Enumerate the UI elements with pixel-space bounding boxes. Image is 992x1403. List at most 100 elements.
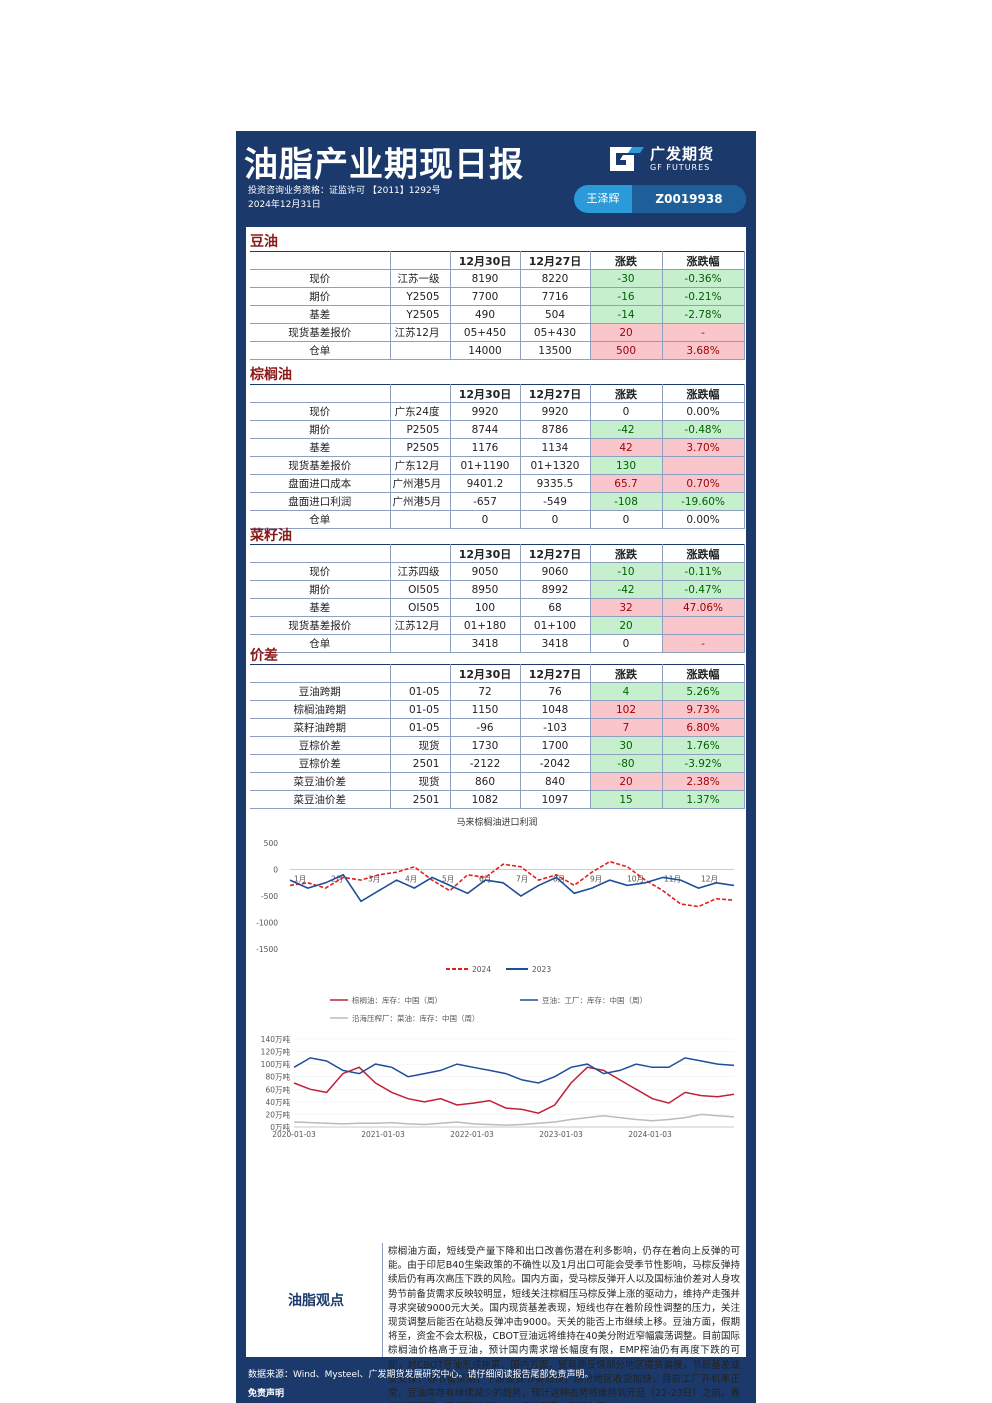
table-cell: 76 — [520, 682, 591, 701]
table-cell: Y2505 — [390, 305, 451, 324]
header-cell: 12月30日 — [450, 544, 521, 563]
table-row: 现货基差报价 江苏12月 01+180 01+100 20 — [250, 616, 745, 635]
table-row: 期价 Y2505 7700 7716 -16 -0.21% — [250, 287, 745, 306]
header-cell: 12月30日 — [450, 251, 521, 270]
row-label: 仓单 — [250, 341, 391, 360]
table-cell: 65.7 — [590, 474, 663, 493]
header-cell: 12月27日 — [520, 544, 591, 563]
x-tick-label: 1月 — [294, 875, 306, 884]
table-cell: 2.38% — [662, 772, 745, 791]
x-tick-label: 2020-01-03 — [272, 1130, 316, 1139]
table-row: 期价 P2505 8744 8786 -42 -0.48% — [250, 420, 745, 439]
table-cell: OI505 — [390, 580, 451, 599]
row-label: 现货基差报价 — [250, 323, 391, 342]
header-cell: 涨跌 — [590, 544, 663, 563]
header-cell: 涨跌幅 — [662, 251, 745, 270]
company-logo: 广发期货 GF FUTURES — [606, 143, 746, 177]
table-cell: 504 — [520, 305, 591, 324]
report-title: 油脂产业期现日报 — [244, 145, 524, 185]
table-cell: -14 — [590, 305, 663, 324]
table-cell: 江苏12月 — [390, 616, 451, 635]
row-label: 基差 — [250, 438, 391, 457]
table-cell: -96 — [450, 718, 521, 737]
row-label: 现货基差报价 — [250, 616, 391, 635]
table-cell: 1150 — [450, 700, 521, 719]
table-cell: 9060 — [520, 562, 591, 581]
table-cell: 2501 — [390, 790, 451, 809]
table-cell: 30 — [590, 736, 663, 755]
section-title-palm: 棕榈油 — [250, 367, 292, 383]
section-title-rape: 菜籽油 — [250, 528, 292, 544]
header-cell: 12月27日 — [520, 251, 591, 270]
series-line-2023 — [289, 873, 735, 903]
table-cell: 3.70% — [662, 438, 745, 457]
table-row: 现货基差报价 江苏12月 05+450 05+430 20- — [250, 323, 745, 342]
table-cell: 72 — [450, 682, 521, 701]
table-cell: -16 — [590, 287, 663, 306]
table-cell: 2501 — [390, 754, 451, 773]
table-row: 期价 OI505 8950 8992 -42 -0.47% — [250, 580, 745, 599]
row-label: 期价 — [250, 420, 391, 439]
view-text: 棕榈油方面，短线受产量下降和出口改善伤潜在利多影响，仍存在着向上反弹的可能。由于… — [388, 1246, 740, 1403]
table-cell: 江苏一级 — [390, 269, 451, 288]
section-title-spread: 价差 — [250, 648, 278, 664]
table-cell: -108 — [590, 492, 663, 511]
spread-table: 12月30日 12月27日 涨跌 涨跌幅 豆油跨期 01-05 72 76 4 5.26% 棕榈油跨… — [250, 664, 745, 809]
legend-label: 棕榈油：库存：中国（周） — [352, 995, 442, 1005]
data-source: 数据来源：Wind、Mysteel、广发期货发展研究中心。请仔细阅读报告尾部免责… — [248, 1370, 594, 1380]
header-cell — [250, 544, 391, 563]
y-tick-label: 140万吨 — [261, 1034, 291, 1044]
table-cell: OI505 — [390, 598, 451, 617]
table-header: 12月30日 12月27日 涨跌 涨跌幅 — [250, 251, 745, 270]
table-cell: 江苏12月 — [390, 323, 451, 342]
header-cell: 12月30日 — [450, 384, 521, 403]
author-name: 王泽辉 — [586, 192, 620, 205]
table-cell: 0 — [450, 510, 521, 529]
y-tick-label: 60万吨 — [265, 1084, 290, 1094]
table-cell: 广州港5月 — [390, 492, 451, 511]
table-cell: 0.00% — [662, 510, 745, 529]
header-cell — [250, 251, 391, 270]
y-tick-label: 500 — [264, 839, 279, 848]
y-tick-label: 80万吨 — [265, 1072, 290, 1082]
table-cell: -2042 — [520, 754, 591, 773]
table-row: 菜豆油价差 2501 1082 1097 15 1.37% — [250, 790, 745, 809]
table-cell: -0.48% — [662, 420, 745, 439]
table-cell: 7716 — [520, 287, 591, 306]
table-cell: 8744 — [450, 420, 521, 439]
inventory-chart: 棕榈油：库存：中国（周） 豆油：工厂：库存：中国（周） 沿海压榨厂：菜油：库存：中国… — [250, 987, 744, 1239]
table-cell: 4 — [590, 682, 663, 701]
table-cell: -19.60% — [662, 492, 745, 511]
report-date: 2024年12月31日 — [248, 200, 321, 210]
table-row: 基差 P2505 1176 1134 42 3.70% — [250, 438, 745, 457]
table-cell: 15 — [590, 790, 663, 809]
table-cell: 1082 — [450, 790, 521, 809]
table-cell: 0 — [590, 634, 663, 653]
table-cell — [662, 456, 745, 475]
header-cell: 涨跌 — [590, 664, 663, 683]
gf-logo-icon — [610, 147, 644, 171]
license-text: 投资咨询业务资格：证监许可 【2011】1292号 — [248, 186, 441, 196]
table-cell: 01-05 — [390, 700, 451, 719]
table-cell: 1134 — [520, 438, 591, 457]
table-cell — [390, 634, 451, 653]
series-line-2024 — [289, 860, 735, 908]
table-cell: 8992 — [520, 580, 591, 599]
table-cell: 860 — [450, 772, 521, 791]
table-cell: -657 — [450, 492, 521, 511]
header-cell — [390, 384, 451, 403]
x-tick-label: 7月 — [516, 875, 528, 884]
x-tick-label: 2024-01-03 — [628, 1130, 672, 1139]
table-cell: 01+1190 — [450, 456, 521, 475]
table-cell: 1.76% — [662, 736, 745, 755]
table-cell: 01-05 — [390, 718, 451, 737]
report-page: 油脂产业期现日报 广发期货 GF FUTURES 投资咨询业务资格：证监许可 【… — [236, 131, 756, 1403]
row-label: 仓单 — [250, 510, 391, 529]
y-tick-label: 0 — [273, 866, 278, 875]
table-row: 现价 江苏四级 9050 9060 -10 -0.11% — [250, 562, 745, 581]
report-header: 油脂产业期现日报 广发期货 GF FUTURES 投资咨询业务资格：证监许可 【… — [236, 131, 756, 227]
y-tick-label: 120万吨 — [261, 1047, 291, 1057]
table-cell: 100 — [450, 598, 521, 617]
table-cell: -10 — [590, 562, 663, 581]
row-label: 期价 — [250, 580, 391, 599]
